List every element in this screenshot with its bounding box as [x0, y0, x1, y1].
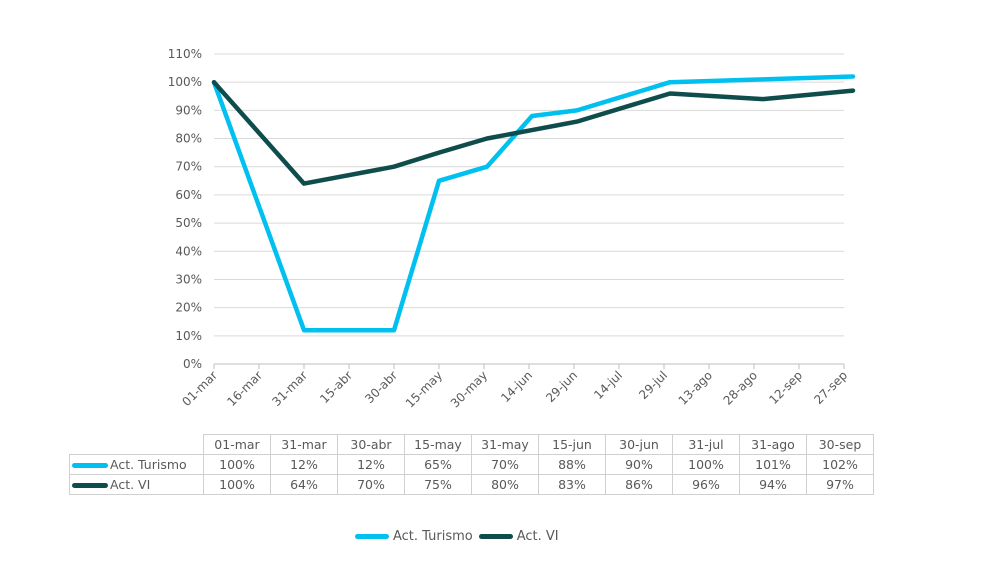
table-header-cell: 31-ago [739, 434, 807, 455]
x-tick-label: 14-jun [498, 368, 535, 405]
x-tick-label: 31-mar [269, 368, 310, 409]
x-tick-label: 13-ago [676, 368, 716, 408]
table-header-cell: 30-abr [337, 434, 405, 455]
y-tick-label: 30% [175, 272, 202, 286]
series-line [211, 79, 856, 186]
table-corner [69, 434, 204, 455]
table-cell: 70% [471, 454, 539, 475]
y-tick-label: 80% [175, 132, 202, 146]
table-cell: 70% [337, 474, 405, 495]
series-label: Act. Turismo [110, 457, 187, 472]
x-tick-label: 30-abr [362, 368, 400, 406]
table-header-cell: 31-jul [672, 434, 740, 455]
data-table: 01-mar 31-mar 30-abr 15-may 31-may 15-jun 30-j… [69, 434, 874, 495]
table-cell: 88% [538, 454, 606, 475]
series-label-cell: Act. Turismo [69, 454, 204, 475]
x-tick-label: 15-may [403, 368, 445, 410]
x-tick-label: 29-jun [543, 368, 580, 405]
x-tick-label: 16-mar [224, 368, 265, 409]
legend-label: Act. Turismo [393, 529, 473, 544]
series-label: Act. VI [110, 477, 151, 492]
y-tick-label: 90% [175, 103, 202, 117]
x-axis-ticks: 01-mar 16-mar 31-mar 15-abr 30-abr 15-may 30-m… [179, 364, 850, 410]
table-header-cell: 30-sep [806, 434, 874, 455]
x-tick-label: 15-abr [317, 368, 355, 406]
table-cell: 83% [538, 474, 606, 495]
legend: Act. Turismo Act. VI [355, 529, 565, 544]
table-cell: 12% [337, 454, 405, 475]
y-axis-ticks: 0% 10% 20% 30% 40% 50% 60% 70% 80% 90% 100% 110% [168, 47, 202, 371]
y-tick-label: 100% [168, 75, 202, 89]
table-cell: 86% [605, 474, 673, 495]
table-cell: 100% [203, 454, 271, 475]
table-cell: 12% [270, 454, 338, 475]
x-tick-label: 12-sep [766, 368, 805, 407]
table-header-cell: 15-may [404, 434, 472, 455]
line-chart: 0% 10% 20% 30% 40% 50% 60% 70% 80% 90% 100% 110% 01… [168, 47, 856, 410]
series-label-cell: Act. VI [69, 474, 204, 495]
table-header-cell: 31-may [471, 434, 539, 455]
table-header-cell: 30-jun [605, 434, 673, 455]
x-tick-label: 14-jul [591, 368, 625, 402]
x-tick-label: 29-jul [636, 368, 670, 402]
table-header-cell: 01-mar [203, 434, 271, 455]
legend-item: Act. VI [478, 529, 559, 544]
table-cell: 100% [672, 454, 740, 475]
table-cell: 64% [270, 474, 338, 495]
legend-label: Act. VI [516, 529, 559, 544]
table-cell: 65% [404, 454, 472, 475]
legend-swatch [355, 534, 389, 539]
table-cell: 96% [672, 474, 740, 495]
y-tick-label: 60% [175, 188, 202, 202]
y-tick-label: 50% [175, 216, 202, 230]
table-cell: 101% [739, 454, 807, 475]
series-lines [211, 74, 856, 333]
table-cell: 100% [203, 474, 271, 495]
table-header-cell: 15-jun [538, 434, 606, 455]
x-tick-label: 28-ago [721, 368, 761, 408]
table-row: Act. Turismo 100% 12% 12% 65% 70% 88% 90% 100% 1… [69, 454, 874, 475]
table-header-cell: 31-mar [270, 434, 338, 455]
series-swatch [72, 483, 108, 488]
y-tick-label: 0% [183, 357, 202, 371]
series-line [211, 74, 856, 333]
legend-swatch [478, 534, 513, 539]
table-header-row: 01-mar 31-mar 30-abr 15-may 31-may 15-jun 30-j… [69, 434, 874, 455]
table-row: Act. VI 100% 64% 70% 75% 80% 83% 86% 96% 94% 97% [69, 474, 874, 495]
y-tick-label: 10% [175, 329, 202, 343]
y-tick-label: 70% [175, 160, 202, 174]
series-swatch [72, 463, 108, 468]
x-tick-label: 01-mar [179, 368, 220, 409]
table-cell: 97% [806, 474, 874, 495]
table-cell: 90% [605, 454, 673, 475]
x-tick-label: 30-may [448, 368, 490, 410]
gridlines [214, 53, 844, 365]
x-tick-label: 27-sep [811, 368, 850, 407]
table-cell: 102% [806, 454, 874, 475]
table-cell: 94% [739, 474, 807, 495]
y-tick-label: 20% [175, 301, 202, 315]
table-cell: 75% [404, 474, 472, 495]
table-cell: 80% [471, 474, 539, 495]
legend-item: Act. Turismo [355, 529, 473, 544]
y-tick-label: 110% [168, 47, 202, 61]
y-tick-label: 40% [175, 244, 202, 258]
